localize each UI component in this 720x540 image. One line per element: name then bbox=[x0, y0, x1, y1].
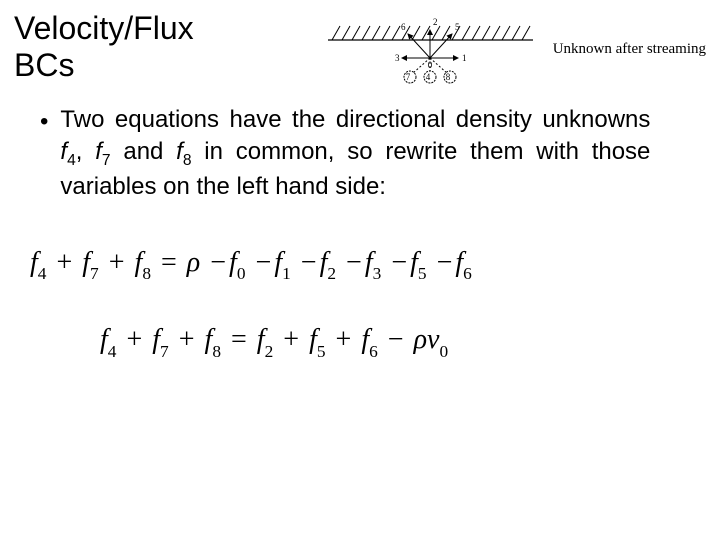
eq1-rs6: 6 bbox=[463, 264, 472, 283]
eq2-rf5: f bbox=[309, 324, 317, 355]
node-7-label: 7 bbox=[405, 72, 410, 82]
node-5-label: 5 bbox=[455, 22, 460, 32]
bullet-sep2: and bbox=[111, 138, 177, 165]
eq2-pp6: + bbox=[333, 324, 355, 355]
eq1-f7: f bbox=[82, 247, 90, 278]
lattice-diagram: 1 2 3 5 6 4 7 8 0 bbox=[318, 12, 543, 86]
eq2-minus: − bbox=[385, 324, 407, 355]
equation-2: f4 + f7 + f8 = f2 + f5 + f6 − ρv0 bbox=[0, 296, 720, 374]
eq1-plus1: + bbox=[53, 247, 75, 278]
bullet-dot: • bbox=[40, 104, 48, 137]
eq1-m3: − bbox=[343, 247, 365, 278]
eq1-rf0: f bbox=[229, 247, 237, 278]
eq2-rs2: 2 bbox=[265, 342, 274, 361]
diagram-caption: Unknown after streaming bbox=[553, 41, 706, 58]
equation-1: f4 + f7 + f8 = ρ −f0 −f1 −f2 −f3 −f5 −f6 bbox=[0, 233, 720, 297]
eq2-s7: 7 bbox=[160, 342, 169, 361]
eq2-rs6: 6 bbox=[369, 342, 378, 361]
title-line-2: BCs bbox=[14, 47, 74, 83]
bullet-text: Two equations have the directional densi… bbox=[60, 104, 650, 203]
eq1-s7: 7 bbox=[90, 264, 99, 283]
eq2-rho: ρ bbox=[414, 324, 427, 355]
eq1-m1: − bbox=[253, 247, 275, 278]
eq1-rs2: 2 bbox=[327, 264, 336, 283]
bullet-sep1: , bbox=[76, 138, 95, 165]
eq1-rs5: 5 bbox=[418, 264, 427, 283]
eq1-rs0: 0 bbox=[237, 264, 246, 283]
eq2-s4: 4 bbox=[108, 342, 117, 361]
eq1-m2: − bbox=[298, 247, 320, 278]
eq2-pp5: + bbox=[280, 324, 302, 355]
eq1-rho: ρ bbox=[187, 247, 200, 278]
eq1-rs3: 3 bbox=[373, 264, 382, 283]
bullet-s7: 7 bbox=[102, 151, 111, 168]
eq2-rs5: 5 bbox=[317, 342, 326, 361]
eq2-plus2: + bbox=[176, 324, 198, 355]
eq2-f7: f bbox=[152, 324, 160, 355]
eq2-equals: = bbox=[228, 324, 250, 355]
page-title: Velocity/Flux BCs bbox=[14, 8, 194, 84]
bullet-s4: 4 bbox=[67, 151, 76, 168]
node-4-label: 4 bbox=[425, 72, 430, 82]
lattice-diagram-container: 1 2 3 5 6 4 7 8 0 Unknown after streamin… bbox=[194, 8, 706, 86]
node-0-label: 0 bbox=[427, 60, 432, 70]
eq1-equals: = bbox=[158, 247, 180, 278]
eq2-vs: 0 bbox=[439, 342, 448, 361]
bullet-f7: f bbox=[95, 138, 102, 165]
node-2-label: 2 bbox=[433, 17, 438, 27]
bullet-block: • Two equations have the directional den… bbox=[0, 86, 720, 203]
node-3-label: 3 bbox=[395, 53, 400, 63]
eq1-rf3: f bbox=[365, 247, 373, 278]
title-line-1: Velocity/Flux bbox=[14, 10, 194, 46]
eq1-m5: − bbox=[388, 247, 410, 278]
eq2-plus1: + bbox=[123, 324, 145, 355]
eq1-rs1: 1 bbox=[282, 264, 291, 283]
eq1-f4: f bbox=[30, 247, 38, 278]
eq2-rf6: f bbox=[361, 324, 369, 355]
node-1-label: 1 bbox=[462, 53, 467, 63]
eq1-plus2: + bbox=[106, 247, 128, 278]
node-6-label: 6 bbox=[401, 22, 406, 32]
eq2-s8: 8 bbox=[212, 342, 221, 361]
bullet-pre: Two equations have the directional densi… bbox=[60, 106, 650, 133]
bullet-f8: f bbox=[176, 138, 183, 165]
equation-block: f4 + f7 + f8 = ρ −f0 −f1 −f2 −f3 −f5 −f6… bbox=[0, 203, 720, 374]
eq1-rf1: f bbox=[274, 247, 282, 278]
eq1-m6: − bbox=[434, 247, 456, 278]
bullet-s8: 8 bbox=[183, 151, 192, 168]
eq1-s4: 4 bbox=[38, 264, 47, 283]
eq2-f4: f bbox=[100, 324, 108, 355]
node-8-label: 8 bbox=[445, 72, 450, 82]
eq1-s8: 8 bbox=[142, 264, 151, 283]
eq2-v: v bbox=[427, 324, 439, 355]
eq1-rf6: f bbox=[455, 247, 463, 278]
eq2-rf2: f bbox=[257, 324, 265, 355]
eq1-rf5: f bbox=[410, 247, 418, 278]
eq1-m0: − bbox=[207, 247, 229, 278]
